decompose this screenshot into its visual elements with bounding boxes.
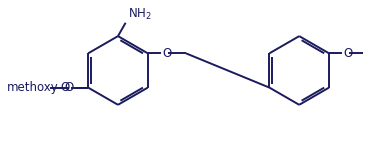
Text: methoxy: methoxy <box>7 81 59 94</box>
Text: NH$_2$: NH$_2$ <box>128 7 151 22</box>
Text: O: O <box>61 81 70 94</box>
Text: O: O <box>65 81 74 94</box>
Text: O: O <box>343 47 353 60</box>
Text: O: O <box>162 47 171 60</box>
